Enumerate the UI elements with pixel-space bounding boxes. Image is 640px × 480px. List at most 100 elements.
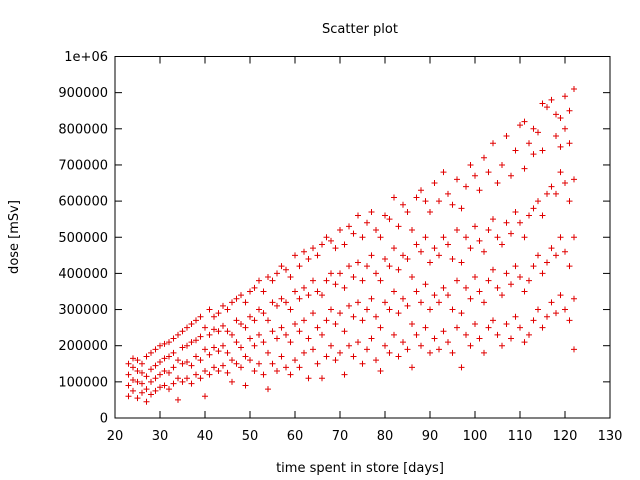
data-point <box>431 292 438 299</box>
data-point <box>368 208 375 215</box>
data-point <box>440 234 447 241</box>
data-point <box>229 357 235 364</box>
data-point <box>503 270 510 277</box>
data-point <box>328 306 334 313</box>
data-point <box>472 321 478 328</box>
data-point <box>413 241 420 248</box>
x-tick-label: 90 <box>422 429 439 444</box>
data-point <box>386 216 393 223</box>
data-point <box>539 100 546 107</box>
data-point <box>143 386 150 393</box>
x-tick-label: 40 <box>197 429 214 444</box>
y-axis: 0 100000 200000 300000 400000 500000 600000 700… <box>58 50 610 427</box>
data-point <box>220 342 226 349</box>
data-point <box>440 328 447 335</box>
data-point <box>197 357 204 364</box>
data-point <box>476 237 483 244</box>
data-point <box>490 266 496 273</box>
data-point <box>296 295 303 302</box>
data-point <box>566 317 573 324</box>
data-point <box>337 227 343 234</box>
data-point <box>364 219 370 226</box>
data-point <box>485 324 492 331</box>
data-point <box>211 326 217 333</box>
data-point <box>296 364 303 371</box>
y-tick-label: 400000 <box>58 267 108 282</box>
data-point <box>215 328 222 335</box>
data-point <box>152 362 159 369</box>
data-point <box>431 335 438 342</box>
data-point <box>341 284 348 291</box>
data-point <box>341 241 348 248</box>
data-point <box>134 378 141 385</box>
data-point <box>449 349 456 356</box>
data-point <box>571 346 577 353</box>
data-point <box>274 302 280 309</box>
data-point <box>256 306 262 313</box>
data-point <box>526 277 532 284</box>
data-point <box>170 380 177 387</box>
data-point <box>224 306 231 313</box>
data-point <box>314 252 321 259</box>
data-point <box>301 248 307 255</box>
data-point <box>458 310 465 317</box>
data-point <box>503 321 510 328</box>
data-point <box>445 339 451 346</box>
data-point <box>377 234 384 241</box>
data-point <box>179 360 186 367</box>
data-point <box>521 339 528 346</box>
data-point <box>319 241 325 248</box>
x-tick-label: 70 <box>332 429 349 444</box>
data-point <box>341 328 348 335</box>
data-point <box>332 281 339 288</box>
x-tick-label: 80 <box>377 429 394 444</box>
data-point <box>454 227 460 234</box>
data-point <box>566 198 573 205</box>
data-point <box>130 364 136 371</box>
data-point <box>350 274 357 281</box>
data-point <box>305 375 312 382</box>
data-point <box>323 277 330 284</box>
data-point <box>265 317 271 324</box>
data-point <box>427 208 433 215</box>
data-point <box>319 292 325 299</box>
data-point <box>139 380 145 387</box>
y-axis-label: dose [mSv] <box>7 200 22 274</box>
x-tick-label: 20 <box>107 429 124 444</box>
data-point <box>418 342 424 349</box>
data-point <box>193 371 199 378</box>
data-point <box>557 234 564 241</box>
data-point <box>413 288 420 295</box>
data-point <box>535 129 541 136</box>
data-point <box>427 306 433 313</box>
data-point <box>220 322 226 329</box>
data-point <box>400 339 406 346</box>
data-point <box>332 357 339 364</box>
data-point <box>454 277 460 284</box>
data-point <box>166 353 172 360</box>
data-point <box>215 310 222 317</box>
data-point <box>530 317 537 324</box>
data-point <box>400 252 406 259</box>
data-point <box>220 362 226 369</box>
data-point <box>269 277 276 284</box>
data-point <box>386 306 393 313</box>
data-point <box>197 333 204 340</box>
data-point <box>224 328 231 335</box>
data-point <box>256 277 262 284</box>
data-point <box>553 252 559 259</box>
data-point <box>517 324 523 331</box>
data-point <box>215 348 222 355</box>
data-point <box>521 165 528 172</box>
data-point <box>157 342 163 349</box>
data-point <box>382 299 388 306</box>
data-point <box>278 324 285 331</box>
data-point <box>292 288 298 295</box>
data-point <box>161 368 168 375</box>
data-point <box>328 342 334 349</box>
data-point <box>229 299 235 306</box>
data-point <box>571 234 577 241</box>
data-point <box>337 310 343 317</box>
data-point <box>544 313 550 320</box>
data-point <box>287 306 294 313</box>
